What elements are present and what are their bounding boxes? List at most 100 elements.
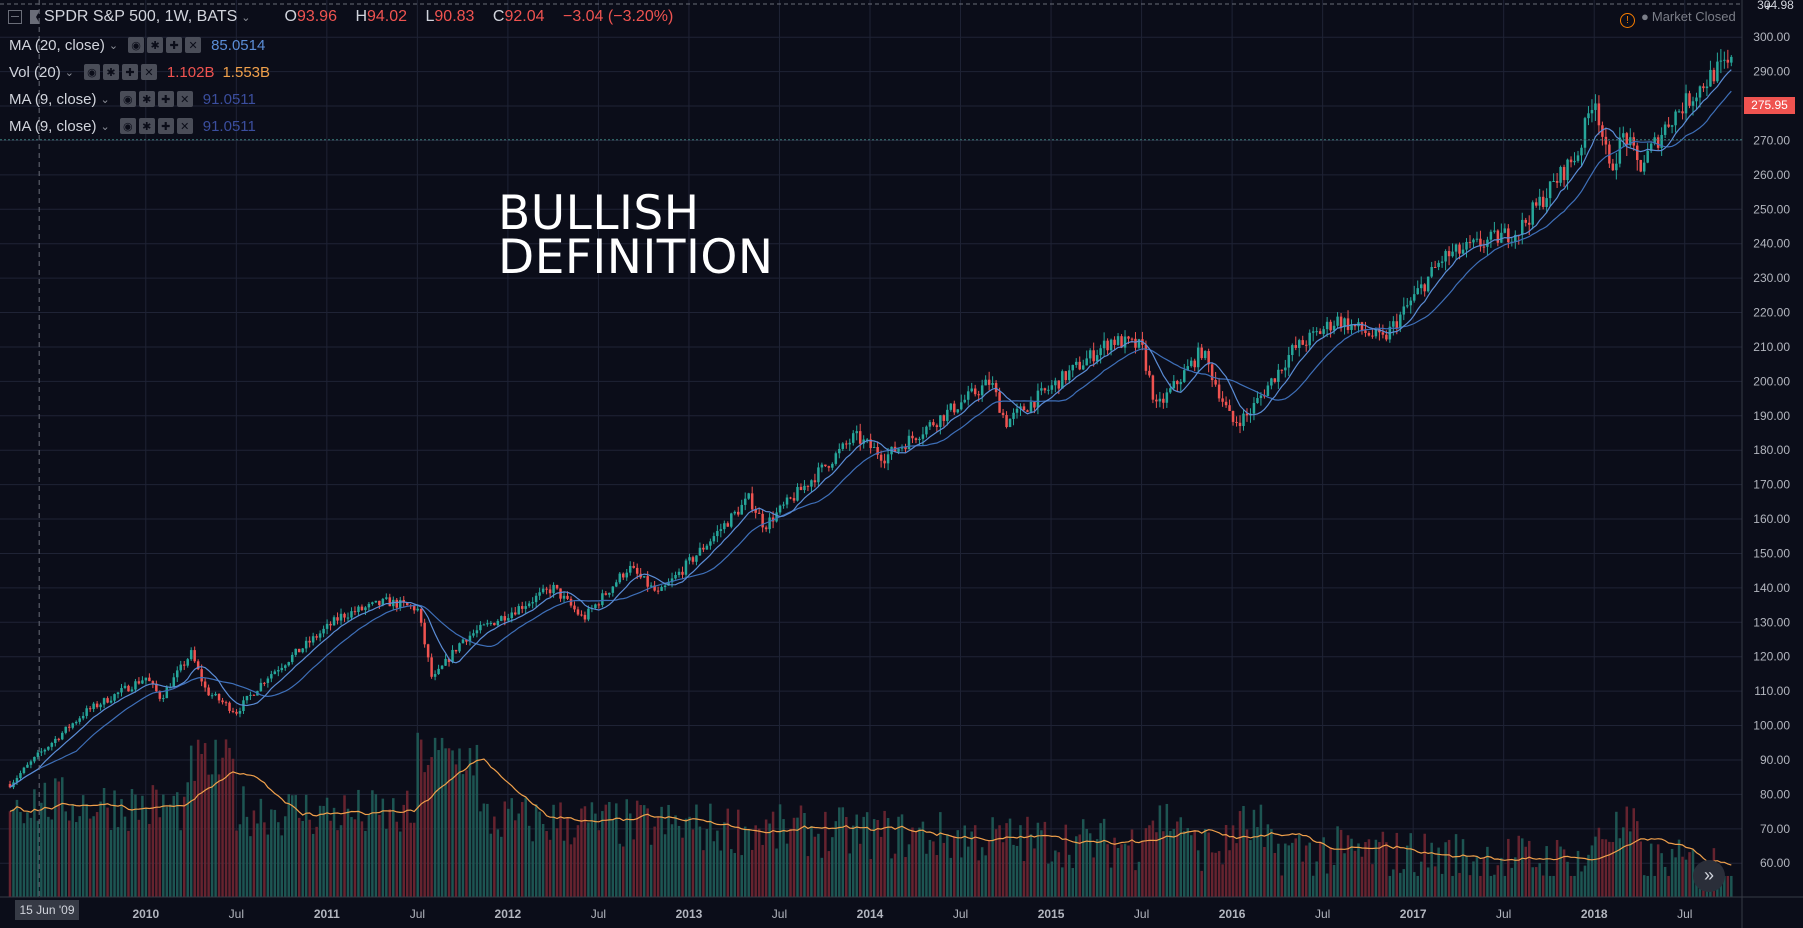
volume-bar	[865, 812, 869, 897]
indicator-row-ma20[interactable]: MA (20, close) ⌄ ◉ ✱ ✚ ✕ 85.0514	[9, 34, 265, 56]
candle-body	[1674, 111, 1677, 126]
volume-bar	[1102, 818, 1106, 897]
indicator-row-volume[interactable]: Vol (20) ⌄ ◉ ✱ ✚ ✕ 1.102B 1.553B	[9, 61, 270, 83]
volume-bar	[339, 825, 343, 897]
change-value: −3.04 (−3.20%)	[562, 8, 674, 25]
volume-bar	[1468, 875, 1472, 897]
volume-bar	[1580, 871, 1583, 897]
volume-bar	[1677, 839, 1681, 897]
gear-icon[interactable]: ✱	[138, 91, 155, 107]
y-tick-label: 240.00	[1753, 237, 1790, 251]
volume-bar	[169, 804, 172, 897]
volume-bar	[1081, 819, 1085, 897]
close-icon[interactable]: ✕	[176, 91, 193, 107]
candle-body	[632, 565, 635, 568]
chevron-down-icon[interactable]: ⌄	[241, 11, 251, 24]
indicator-label[interactable]: MA (9, close)	[9, 117, 97, 135]
volume-bar	[1357, 843, 1360, 897]
volume-bar	[1388, 875, 1392, 897]
volume-bar	[674, 815, 677, 897]
candle-body	[1482, 246, 1486, 248]
volume-bar	[412, 822, 416, 897]
volume-bar	[67, 820, 71, 897]
volume-bar	[1521, 838, 1524, 897]
warning-icon[interactable]: !	[1620, 13, 1635, 28]
volume-bar	[1385, 842, 1388, 897]
plus-icon[interactable]: ✚	[121, 64, 138, 80]
plus-icon[interactable]: ✚	[166, 37, 183, 53]
x-tick-label: Jul	[1677, 907, 1692, 921]
close-icon[interactable]: ✕	[185, 37, 202, 53]
gear-icon[interactable]: ✱	[102, 64, 119, 80]
volume-bar	[61, 777, 64, 897]
volume-bar	[1123, 843, 1127, 897]
indicator-label[interactable]: MA (20, close)	[9, 36, 105, 54]
volume-bar	[242, 786, 245, 897]
gear-icon[interactable]: ✱	[138, 118, 155, 134]
y-tick-label: 80.00	[1760, 787, 1790, 801]
candle-body	[468, 635, 472, 642]
volume-bar	[1308, 842, 1311, 897]
volume-bar	[569, 844, 573, 897]
symbol-title[interactable]: SPDR S&P 500, 1W, BATS	[44, 8, 238, 25]
candle-body	[1461, 249, 1465, 254]
chevron-down-icon[interactable]: ⌄	[100, 93, 110, 106]
volume-bar	[1587, 854, 1590, 897]
volume-bar	[325, 797, 329, 897]
volume-bar	[538, 811, 541, 897]
volume-bar	[22, 823, 26, 897]
candle-body	[29, 761, 33, 765]
chevron-down-icon[interactable]: ⌄	[100, 120, 110, 133]
eye-icon[interactable]: ◉	[83, 64, 100, 80]
low-value: 90.83	[434, 8, 475, 25]
close-icon[interactable]: ✕	[176, 118, 193, 134]
candle-body	[1127, 336, 1130, 339]
candle-body	[1670, 125, 1674, 127]
volume-bar	[1116, 847, 1120, 897]
volume-bar	[1430, 842, 1433, 897]
volume-bar	[966, 846, 970, 897]
eye-icon[interactable]: ◉	[128, 37, 145, 53]
chevron-down-icon[interactable]: ⌄	[108, 39, 119, 52]
volume-bar	[510, 798, 514, 897]
volume-bar	[1629, 831, 1632, 897]
candle-body	[1207, 351, 1210, 365]
indicator-row-ma9[interactable]: MA (9, close) ⌄ ◉ ✱ ✚ ✕ 91.0511	[9, 88, 256, 110]
volume-bar	[956, 830, 960, 897]
volume-bar	[1730, 875, 1733, 897]
candle-body	[1228, 405, 1231, 411]
volume-bar	[1726, 875, 1730, 897]
eye-icon[interactable]: ◉	[119, 91, 136, 107]
y-tick-label: 90.00	[1760, 753, 1790, 767]
volume-bar	[1183, 831, 1186, 897]
close-icon[interactable]: ✕	[140, 64, 157, 80]
flag-icon[interactable]	[30, 10, 40, 24]
candle-body	[914, 438, 918, 441]
candle-body	[54, 738, 57, 743]
candle-body	[597, 604, 601, 606]
candle-body	[1364, 330, 1367, 333]
volume-bar	[810, 825, 813, 897]
candle-body	[1169, 388, 1172, 393]
candle-body	[388, 597, 392, 607]
collapse-icon[interactable]	[8, 10, 22, 24]
indicator-row-ma9-second[interactable]: MA (9, close) ⌄ ◉ ✱ ✚ ✕ 91.0511	[9, 115, 256, 137]
candle-body	[1033, 401, 1036, 408]
candle-body	[290, 654, 294, 663]
candle-body	[1639, 160, 1642, 172]
indicator-label[interactable]: Vol (20)	[9, 63, 61, 81]
candle-body	[984, 379, 987, 386]
plus-icon[interactable]: +	[1763, 0, 1773, 14]
plus-icon[interactable]: ✚	[157, 118, 174, 134]
eye-icon[interactable]: ◉	[119, 118, 136, 134]
y-tick-label: 170.00	[1753, 478, 1790, 492]
plus-icon[interactable]: ✚	[157, 91, 174, 107]
indicator-label[interactable]: MA (9, close)	[9, 90, 97, 108]
candle-body	[1381, 332, 1385, 335]
gear-icon[interactable]: ✱	[147, 37, 164, 53]
scroll-right-icon[interactable]: »	[1693, 860, 1725, 892]
candle-body	[1120, 336, 1123, 348]
chevron-down-icon[interactable]: ⌄	[64, 66, 74, 79]
market-status[interactable]: ! ● Market Closed	[1620, 9, 1736, 28]
